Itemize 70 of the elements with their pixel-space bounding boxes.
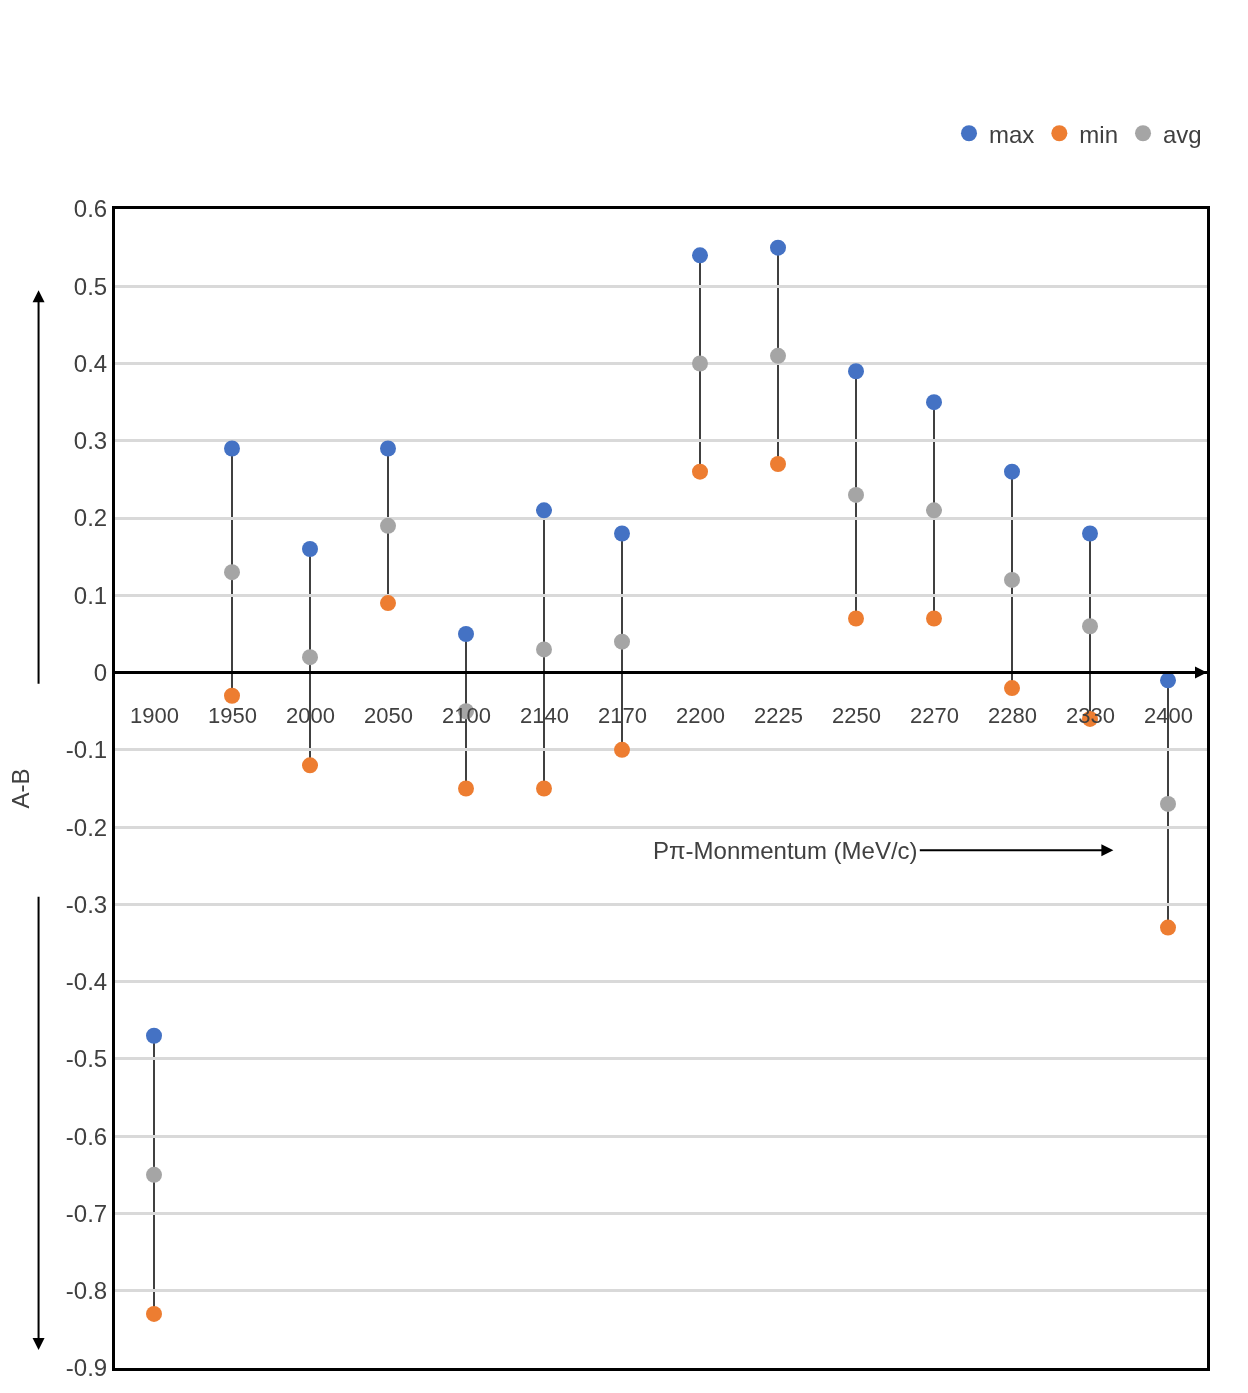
x-tick-label: 2250 <box>832 703 881 728</box>
x-axis-title: Pπ-Monmentum (MeV/c) <box>653 837 918 864</box>
x-tick-label: 2225 <box>754 703 803 728</box>
y-tick-label: -0.8 <box>65 1277 108 1305</box>
y-tick-label: -0.2 <box>65 813 108 841</box>
y-tick-label: -0.3 <box>65 890 108 918</box>
point <box>926 610 942 627</box>
legend-label: avg <box>1163 120 1202 148</box>
point <box>1160 672 1176 689</box>
legend-label: max <box>989 120 1035 148</box>
y-tick-label: 0.1 <box>73 581 108 609</box>
point <box>224 564 240 581</box>
point <box>1004 680 1020 697</box>
point <box>926 502 942 519</box>
point <box>770 239 786 256</box>
y-tick-label: 0.4 <box>73 349 108 377</box>
point <box>458 625 474 642</box>
point <box>848 610 864 627</box>
point <box>1082 525 1098 542</box>
y-tick-label: 0.2 <box>73 504 108 532</box>
point <box>848 363 864 380</box>
point <box>692 355 708 372</box>
point <box>536 641 552 658</box>
point <box>848 486 864 503</box>
point <box>1004 571 1020 588</box>
y-tick-label: -0.7 <box>65 1199 108 1227</box>
y-tick-label: -0.5 <box>65 1045 108 1073</box>
point <box>770 347 786 364</box>
point <box>536 780 552 797</box>
point <box>692 463 708 480</box>
y-tick-label: 0.6 <box>73 195 108 223</box>
point <box>536 502 552 519</box>
x-tick-label: 2200 <box>676 703 725 728</box>
y-tick-label: 0.5 <box>73 272 108 300</box>
x-tick-label: 2270 <box>910 703 959 728</box>
point <box>380 595 396 612</box>
x-tick-label: 2050 <box>364 703 413 728</box>
point <box>146 1027 162 1044</box>
point <box>380 517 396 534</box>
point <box>146 1305 162 1322</box>
x-tick-label: 2100 <box>442 703 491 728</box>
y-tick-label: -0.4 <box>65 968 108 996</box>
y-tick-label: 0 <box>93 659 108 686</box>
y-tick-label: -0.6 <box>65 1122 108 1150</box>
point <box>926 394 942 411</box>
point <box>692 247 708 264</box>
y-axis-title: A-B <box>6 768 34 809</box>
point <box>614 525 630 542</box>
point <box>458 780 474 797</box>
x-tick-label: 2280 <box>988 703 1037 728</box>
point <box>224 687 240 704</box>
point <box>1160 795 1176 812</box>
point <box>380 440 396 457</box>
point <box>1004 463 1020 480</box>
x-tick-label: 1900 <box>130 703 179 728</box>
y-tick-label: -0.1 <box>65 736 108 764</box>
point <box>224 440 240 457</box>
x-tick-label: 1950 <box>208 703 257 728</box>
point <box>1160 919 1176 936</box>
point <box>614 741 630 758</box>
point <box>614 633 630 650</box>
y-tick-label: 0.3 <box>73 427 108 455</box>
y-tick-label: -0.9 <box>65 1354 108 1382</box>
point <box>1082 618 1098 635</box>
point <box>302 757 318 774</box>
legend-label: min <box>1079 120 1119 148</box>
point <box>302 540 318 557</box>
point <box>302 649 318 666</box>
point <box>146 1166 162 1183</box>
point <box>770 455 786 472</box>
